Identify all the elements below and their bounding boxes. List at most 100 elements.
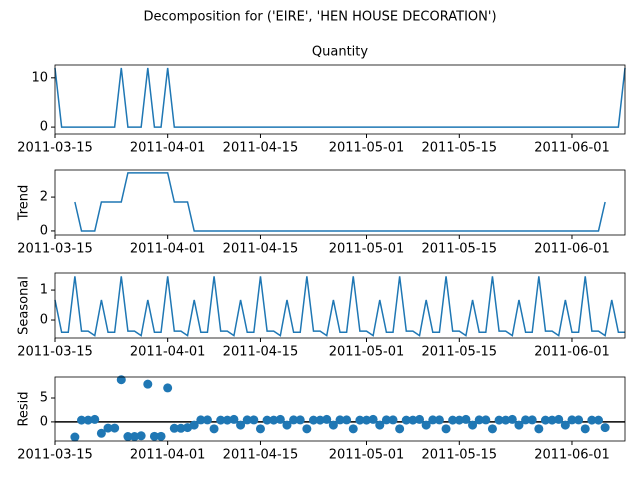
- resid-point: [335, 415, 345, 425]
- x-tick-label: 2011-03-15: [17, 141, 93, 156]
- y-tick-label: 0: [40, 313, 48, 328]
- resid-point: [554, 414, 564, 424]
- resid-point: [408, 415, 418, 425]
- x-tick-label: 2011-05-15: [422, 345, 498, 360]
- series-line: [54, 276, 625, 337]
- resid-point: [176, 423, 186, 433]
- x-tick-label: 2011-04-01: [130, 345, 206, 360]
- resid-point: [521, 415, 531, 425]
- resid-point: [560, 420, 570, 430]
- y-axis-label: Seasonal: [17, 276, 32, 335]
- resid-point: [269, 415, 279, 425]
- resid-point: [143, 379, 153, 389]
- resid-point: [415, 414, 425, 424]
- resid-point: [315, 415, 325, 425]
- resid-point: [242, 415, 252, 425]
- axes-frame: [54, 376, 626, 442]
- resid-point: [494, 415, 504, 425]
- axes-frame: [54, 272, 626, 339]
- resid-point: [169, 423, 179, 433]
- resid-point: [156, 431, 166, 441]
- resid-point: [434, 415, 444, 425]
- resid-point: [302, 424, 312, 434]
- series-line: [54, 67, 626, 128]
- y-tick-label: 0: [40, 414, 48, 429]
- resid-point: [216, 415, 226, 425]
- resid-point: [600, 423, 610, 433]
- resid-point: [381, 415, 391, 425]
- x-tick-label: 2011-06-01: [534, 448, 610, 463]
- resid-point: [90, 414, 100, 424]
- resid-point: [567, 415, 577, 425]
- y-tick-label: 0: [40, 120, 48, 135]
- x-tick-label: 2011-03-15: [17, 345, 93, 360]
- resid-point: [368, 414, 378, 424]
- resid-point: [189, 420, 199, 430]
- resid-point: [421, 420, 431, 430]
- resid-point: [202, 415, 212, 425]
- x-tick-label: 2011-03-15: [17, 242, 93, 257]
- resid-point: [587, 415, 597, 425]
- resid-point: [348, 424, 358, 434]
- resid-point: [149, 431, 159, 441]
- resid-point: [481, 415, 491, 425]
- resid-point: [322, 414, 332, 424]
- resid-point: [395, 424, 405, 434]
- figure-title: Decomposition for ('EIRE', 'HEN HOUSE DE…: [143, 10, 496, 25]
- resid-point: [401, 415, 411, 425]
- resid-point: [136, 431, 146, 441]
- resid-point: [110, 423, 120, 433]
- x-tick-label: 2011-05-01: [329, 141, 405, 156]
- resid-point: [355, 415, 365, 425]
- resid-point: [362, 415, 372, 425]
- resid-point: [468, 420, 478, 430]
- resid-point: [262, 415, 272, 425]
- resid-point: [454, 415, 464, 425]
- x-tick-label: 2011-05-15: [422, 242, 498, 257]
- resid-point: [342, 415, 352, 425]
- resid-point: [236, 420, 246, 430]
- resid-point: [428, 415, 438, 425]
- y-axis-label: Trend: [17, 185, 32, 222]
- resid-point: [196, 415, 206, 425]
- resid-point: [580, 424, 590, 434]
- resid-point: [441, 424, 451, 434]
- x-tick-label: 2011-04-01: [130, 242, 206, 257]
- x-tick-label: 2011-04-15: [223, 345, 299, 360]
- x-tick-label: 2011-04-01: [130, 448, 206, 463]
- resid-point: [222, 415, 232, 425]
- panel-title: Quantity: [312, 45, 368, 60]
- x-tick-label: 2011-04-15: [223, 141, 299, 156]
- series-line: [74, 172, 606, 232]
- resid-point: [547, 415, 557, 425]
- resid-point: [501, 415, 511, 425]
- resid-point: [209, 424, 219, 434]
- resid-point: [328, 420, 338, 430]
- resid-point: [375, 420, 385, 430]
- y-axis-label: Resid: [17, 391, 32, 426]
- axes-frame: [54, 64, 626, 135]
- resid-point: [514, 420, 524, 430]
- y-tick-label: 1: [40, 283, 48, 298]
- resid-point: [96, 428, 106, 438]
- x-tick-label: 2011-03-15: [17, 448, 93, 463]
- resid-point: [163, 383, 173, 393]
- x-tick-label: 2011-06-01: [534, 141, 610, 156]
- x-tick-label: 2011-04-15: [223, 242, 299, 257]
- resid-point: [295, 415, 305, 425]
- resid-point: [461, 414, 471, 424]
- y-tick-label: 0: [40, 223, 48, 238]
- resid-point: [103, 423, 113, 433]
- resid-point: [282, 420, 292, 430]
- x-tick-label: 2011-05-01: [329, 242, 405, 257]
- x-tick-label: 2011-06-01: [534, 242, 610, 257]
- resid-point: [388, 415, 398, 425]
- resid-point: [534, 424, 544, 434]
- resid-point: [130, 432, 140, 442]
- y-tick-label: 5: [40, 391, 48, 406]
- resid-point: [308, 415, 318, 425]
- y-tick-label: 2: [40, 190, 48, 205]
- resid-point: [448, 415, 458, 425]
- resid-point: [507, 414, 517, 424]
